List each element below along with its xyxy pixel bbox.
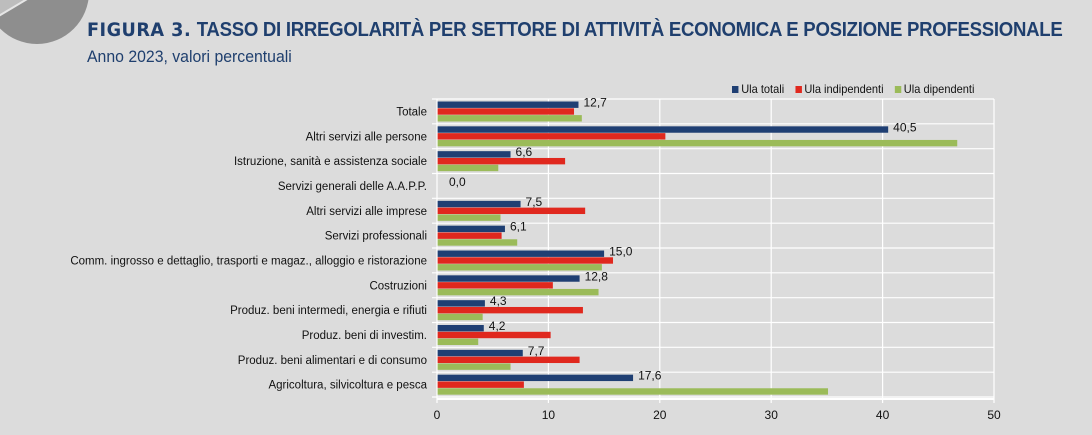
category-label: Servizi generali delle A.A.P.P. [278,181,427,193]
category-label: Produz. beni di investim. [302,330,427,342]
bar-ula-totali [437,349,523,357]
category-label: Altri servizi alle persone [306,131,427,143]
bar-ula-indipendenti [437,306,583,314]
data-label: 12,7 [583,96,607,110]
bar-ula-totali [437,325,484,332]
category-label: Produz. beni alimentari e di consumo [238,355,427,367]
bar-ula-dipendenti [437,264,602,271]
data-label: 4,2 [489,319,506,333]
data-label: 6,6 [516,145,533,159]
bar-ula-totali [437,374,634,382]
data-label: 40,5 [893,120,917,134]
bar-ula-totali [437,101,579,108]
chart-title: FIGURA 3. TASSO DI IRREGOLARITÀ PER SETTO… [87,19,1063,42]
bar-ula-dipendenti [437,363,511,370]
value-labels: 12,7 40,5 6,6 0,0 7,5 6,1 15,012,8 4,3 4,2 7,7 17,… [449,96,917,383]
legend-label: Ula indipendenti [804,82,884,96]
bar-ula-dipendenti [437,164,499,172]
bar-ula-totali [437,250,605,257]
bar-ula-dipendenti [437,115,582,122]
x-tick-label: 20 [653,408,667,422]
bar-ula-totali [437,151,511,158]
bar-ula-indipendenti [437,381,524,388]
bar-ula-totali [437,126,889,133]
bar-ula-dipendenti [437,288,599,296]
category-label: Agricoltura, silvicoltura e pesca [268,380,427,392]
category-label: Servizi professionali [325,231,427,243]
legend-swatch-ula-indipendenti [795,85,802,93]
title-text: TASSO DI IRREGOLARITÀ PER SETTORE DI ATT… [196,19,1063,41]
x-tick-label: 0 [434,408,441,422]
figure-label: FIGURA 3. [87,19,192,41]
category-labels: Totale Altri servizi alle persone Istruzio… [70,106,427,391]
bar-ula-totali [437,275,580,282]
legend-label: Ula dipendenti [903,82,975,96]
category-label: Altri servizi alle imprese [306,206,427,218]
legend-swatch-ula-totali [732,85,739,93]
bar-ula-indipendenti [437,232,502,239]
x-tick-label: 30 [765,408,779,422]
bar-ula-indipendenti [437,207,586,215]
bar-ula-indipendenti [437,356,580,364]
x-tick-label: 40 [876,408,890,422]
data-label: 12,8 [585,269,609,283]
data-label: 15,0 [609,245,633,259]
category-label: Costruzioni [369,280,427,292]
bar-ula-indipendenti [437,282,553,289]
data-label: 7,7 [528,344,545,358]
data-label: 7,5 [526,195,543,209]
bar-ula-indipendenti [437,108,575,115]
bar-ula-dipendenti [437,139,958,147]
legend-item-ula-totali: Ula totali [732,82,784,96]
legend: Ula totali Ula indipendenti Ula dipenden… [732,82,974,96]
bar-ula-indipendenti [437,133,666,140]
x-tick-label: 10 [542,408,556,422]
category-label: Istruzione, sanità e assistenza sociale [234,156,427,168]
chart-subtitle: Anno 2023, valori percentuali [87,47,292,66]
bar-ula-dipendenti [437,338,479,345]
bar-ula-totali [437,225,505,233]
x-axis: 0 10 20 30 40 50 [434,99,1001,422]
data-label: 6,1 [510,220,527,234]
plot-frame [435,76,995,98]
data-label: 17,6 [638,369,662,383]
bar-ula-totali [437,300,485,307]
x-tick-label: 50 [987,408,1001,422]
gridlines [432,98,995,398]
bar-ula-dipendenti [437,388,829,395]
category-label: Produz. beni intermedi, energia e rifiut… [230,305,427,317]
bars [437,101,958,395]
category-label: Totale [396,106,427,118]
category-label: Comm. ingrosso e dettaglio, trasporti e … [70,255,427,267]
bar-ula-indipendenti [437,257,614,264]
bar-ula-dipendenti [437,313,483,321]
bar-ula-indipendenti [437,157,566,165]
decorative-pie-icon [0,0,89,44]
legend-label: Ula totali [741,82,785,96]
bar-ula-dipendenti [437,239,518,246]
legend-swatch-ula-dipendenti [894,85,902,93]
data-label: 0,0 [449,175,466,189]
legend-item-ula-indipendenti: Ula indipendenti [795,82,884,96]
legend-item-ula-dipendenti: Ula dipendenti [894,82,975,96]
data-label: 4,3 [490,294,507,308]
bar-ula-dipendenti [437,214,501,221]
bar-ula-indipendenti [437,331,551,339]
bar-ula-totali [437,200,521,208]
